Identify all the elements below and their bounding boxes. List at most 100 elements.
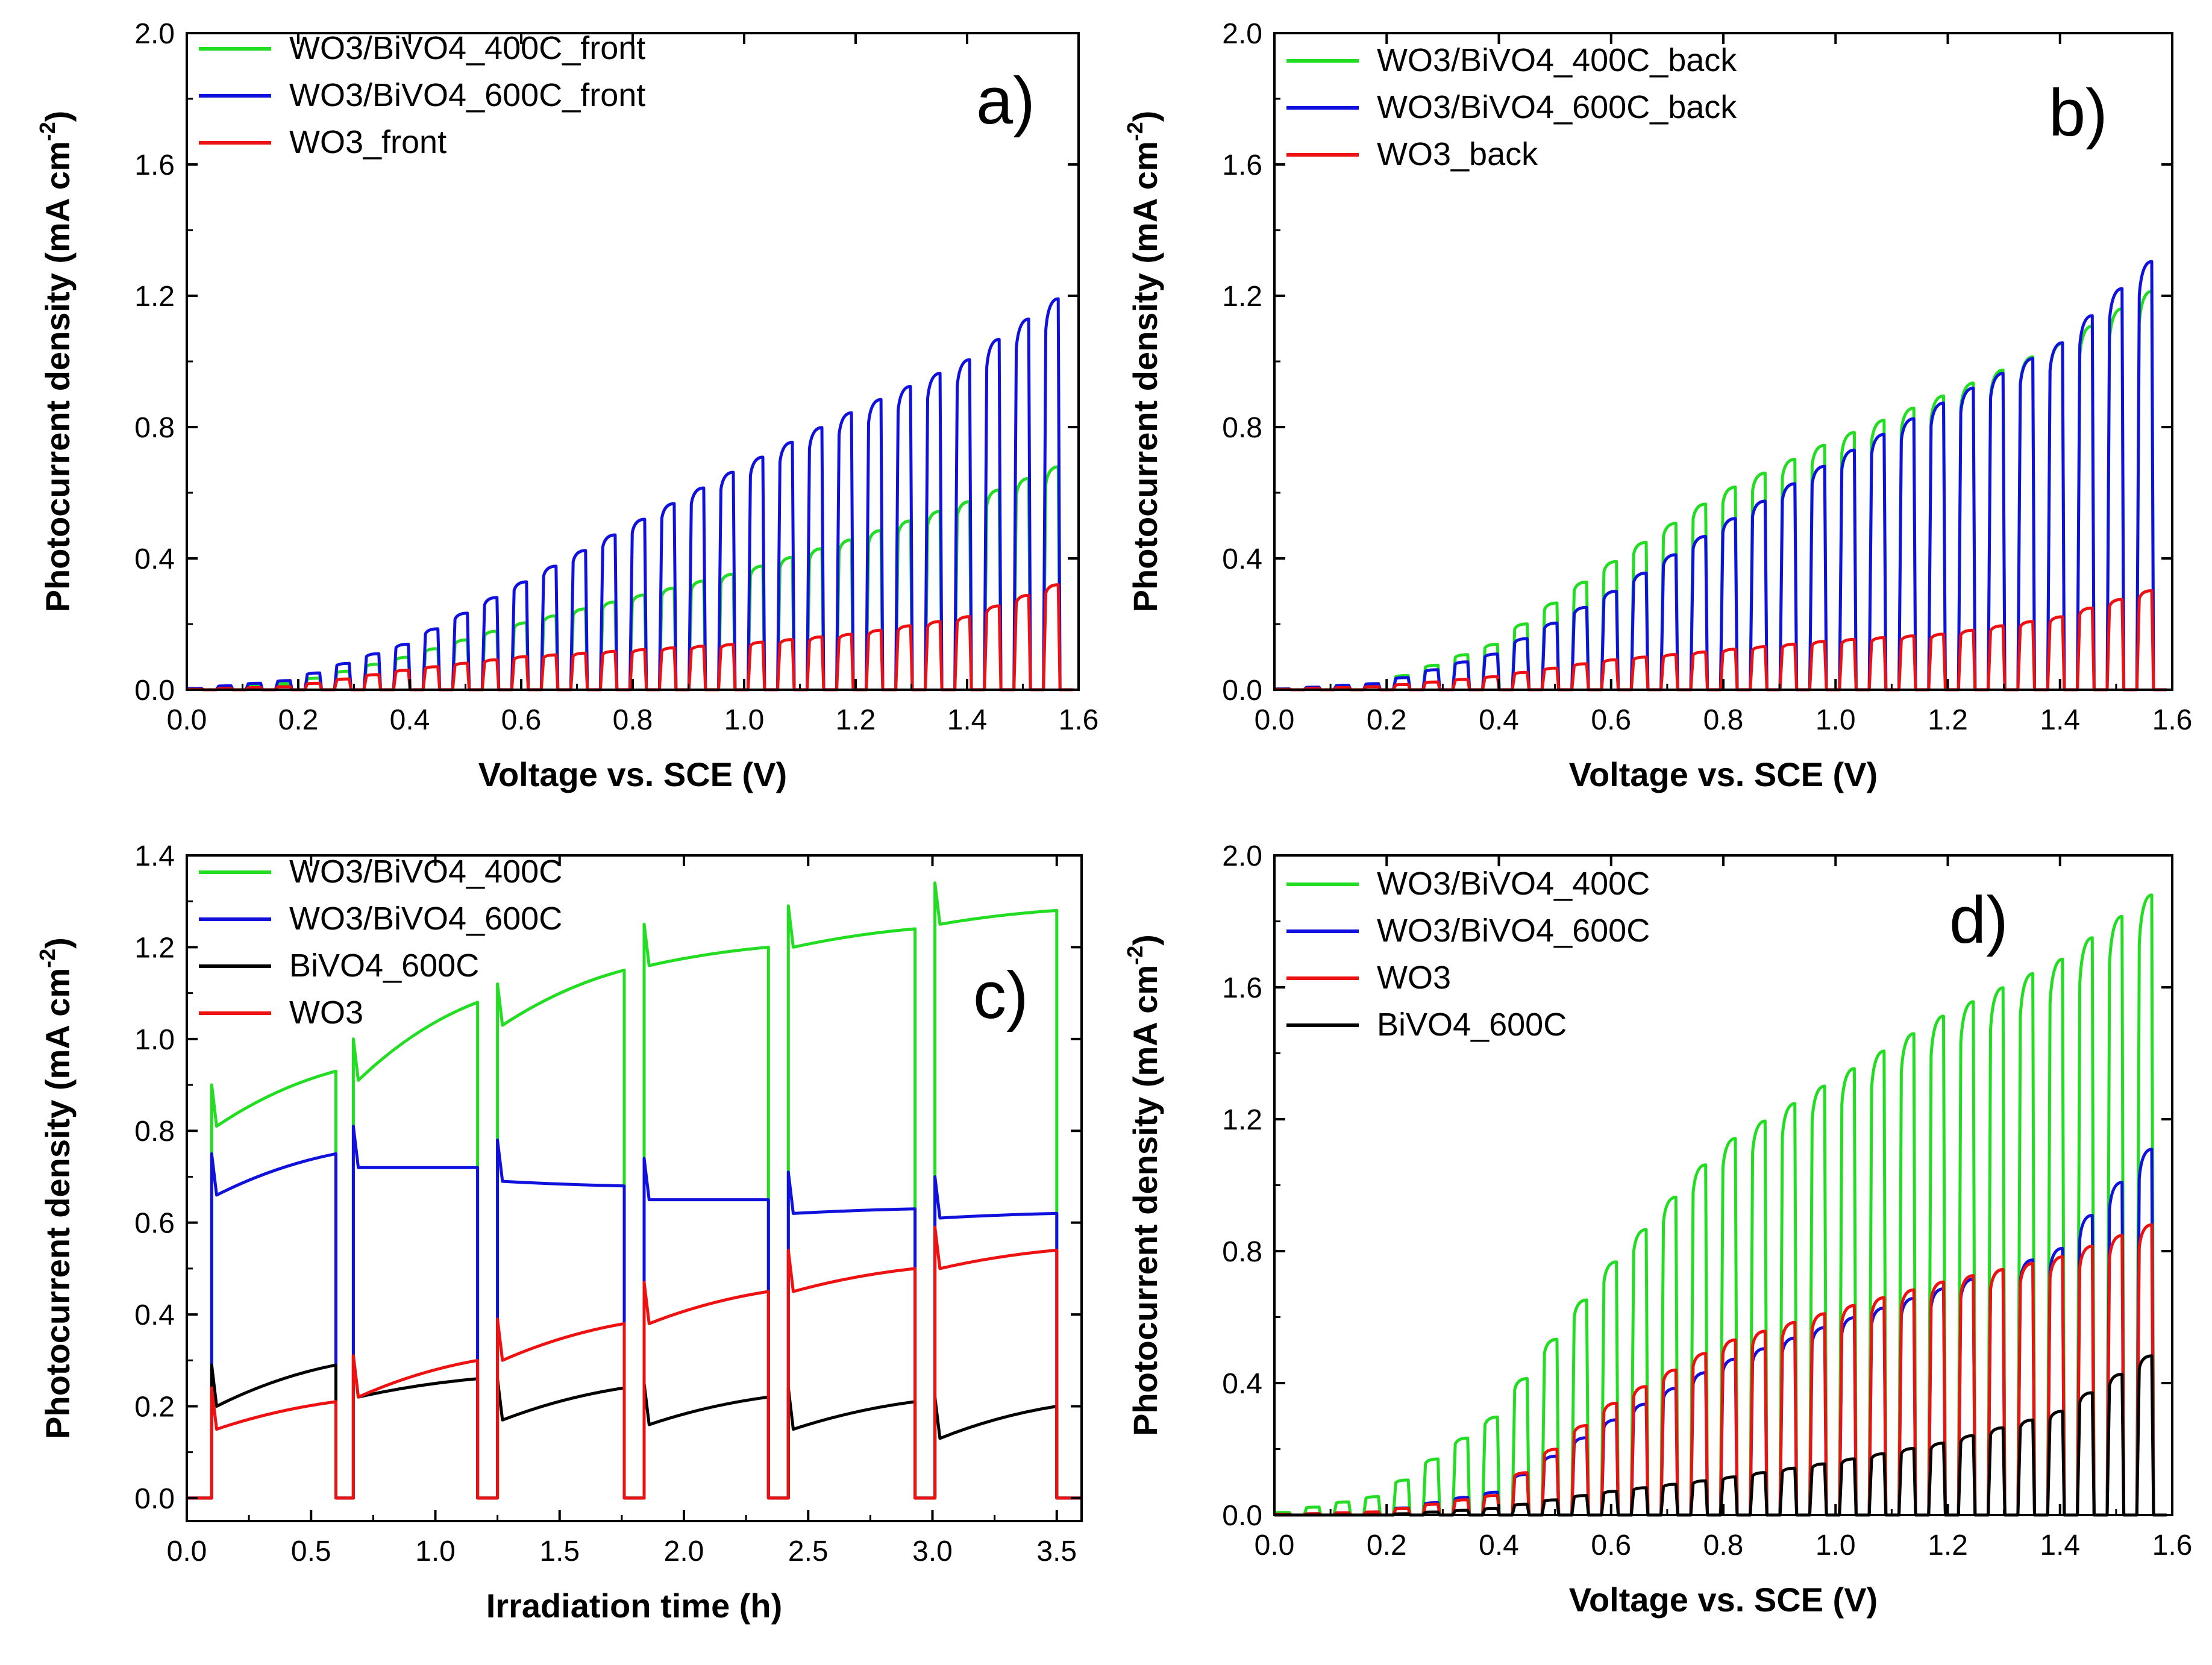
y-tick-label: 0.8 — [134, 412, 175, 444]
x-tick-label: 0.4 — [390, 704, 430, 736]
panel-letter: b) — [2049, 76, 2108, 150]
x-tick-label: 0.6 — [501, 704, 542, 736]
y-tick-label: 1.6 — [134, 149, 175, 181]
x-tick-label: 1.2 — [1928, 1529, 1968, 1561]
x-tick-label: 0.8 — [613, 704, 653, 736]
y-axis-label-superscript: -2 — [35, 122, 60, 141]
x-tick-label: 0.5 — [291, 1535, 331, 1567]
legend: WO3/BiVO4_400C WO3/BiVO4_600C WO3 BiVO4_600… — [1286, 866, 1650, 1043]
panel-b: 0.0 0.2 0.4 0.6 0.8 1.0 1.2 1.4 1.6 0.0 0.4 0.8 1.2 1… — [1123, 18, 2192, 793]
panel-a: 0.0 0.2 0.4 0.6 0.8 1.0 1.2 1.4 1.6 0.0 0.4 0.8 1.2 1… — [35, 18, 1098, 793]
panel-letter: c) — [973, 958, 1029, 1032]
y-tick-label: 0.8 — [1222, 1236, 1262, 1268]
x-tick-label: 0.8 — [1703, 704, 1744, 736]
y-tick-label: 1.6 — [1222, 972, 1262, 1004]
x-tick-label: 1.6 — [2152, 1529, 2193, 1561]
x-tick-label: 1.2 — [836, 704, 876, 736]
x-tick-label: 0.0 — [167, 1535, 207, 1567]
x-tick-label: 0.2 — [1367, 704, 1407, 736]
x-tick-label: 0.0 — [1255, 704, 1295, 736]
legend-entry-label: BiVO4_600C — [289, 948, 479, 984]
x-axis-label: Voltage vs. SCE (V) — [1569, 755, 1878, 793]
plot-frame — [186, 854, 1083, 1522]
y-tick-label: 0.0 — [134, 675, 175, 707]
y-axis-label: Photocurrent density (mA cm-2) — [1123, 111, 1164, 613]
x-tick-label: 2.0 — [664, 1535, 704, 1567]
x-tick-label: 0.4 — [1479, 1529, 1519, 1561]
y-axis-label-main: Photocurrent density (mA cm — [39, 968, 77, 1439]
y-tick-label: 0.0 — [134, 1483, 175, 1515]
y-tick-label: 0.0 — [1222, 675, 1262, 707]
x-tick-label: 1.5 — [539, 1535, 580, 1567]
y-axis-label-superscript: -2 — [1123, 946, 1147, 965]
series-line-WO3/BiVO4_400C — [1273, 893, 2167, 1517]
y-axis-label-close: ) — [39, 111, 77, 122]
y-tick-label: 0.8 — [1222, 412, 1262, 444]
y-tick-label: 0.2 — [134, 1391, 175, 1423]
legend-entry-label: WO3_back — [1377, 136, 1538, 172]
y-tick-label: 1.4 — [134, 840, 175, 872]
y-tick-label: 0.8 — [134, 1116, 175, 1148]
x-axis-label: Voltage vs. SCE (V) — [1569, 1581, 1878, 1619]
x-tick-label: 0.4 — [1479, 704, 1519, 736]
y-tick-label: 2.0 — [1222, 18, 1262, 50]
y-tick-label: 1.6 — [1222, 149, 1262, 181]
y-tick-label: 0.4 — [1222, 543, 1262, 575]
y-axis-label-close: ) — [1126, 934, 1164, 946]
series-line-WO3 — [187, 1225, 1082, 1500]
y-axis-label-superscript: -2 — [35, 949, 60, 968]
x-tick-label: 0.8 — [1703, 1529, 1744, 1561]
x-tick-label: 3.5 — [1036, 1535, 1077, 1567]
x-tick-label: 3.0 — [912, 1535, 953, 1567]
legend-entry-label: WO3 — [289, 995, 363, 1031]
x-tick-label: 1.4 — [2040, 1529, 2080, 1561]
x-tick-label: 1.6 — [1059, 704, 1099, 736]
x-axis-label: Voltage vs. SCE (V) — [478, 755, 787, 793]
y-tick-label: 1.2 — [1222, 281, 1262, 313]
x-tick-label: 1.6 — [2152, 704, 2193, 736]
x-tick-label: 0.2 — [278, 704, 319, 736]
y-tick-label: 1.2 — [1222, 1104, 1262, 1136]
y-tick-label: 1.0 — [134, 1024, 175, 1056]
x-tick-label: 0.6 — [1591, 1529, 1631, 1561]
x-tick-label: 1.4 — [2040, 704, 2080, 736]
y-tick-label: 1.2 — [134, 281, 175, 313]
x-tick-label: 1.0 — [1816, 704, 1856, 736]
x-axis-label: Irradiation time (h) — [486, 1587, 783, 1625]
legend-entry-label: WO3/BiVO4_600C — [1377, 913, 1650, 949]
legend-entry-label: WO3/BiVO4_400C_front — [289, 30, 645, 66]
panel-d: 0.0 0.2 0.4 0.6 0.8 1.0 1.2 1.4 1.6 0.0 0.4 0.8 1.2 1… — [1123, 840, 2192, 1619]
x-tick-label: 2.5 — [788, 1535, 829, 1567]
y-axis-label-main: Photocurrent density (mA cm — [1126, 965, 1164, 1436]
legend: WO3/BiVO4_400C_front WO3/BiVO4_600C_front… — [199, 30, 645, 160]
legend-entry-label: WO3/BiVO4_400C_back — [1377, 42, 1737, 78]
y-axis-label: Photocurrent density (mA cm-2) — [1123, 934, 1164, 1436]
y-tick-label: 0.4 — [1222, 1368, 1262, 1400]
x-tick-label: 0.6 — [1591, 704, 1631, 736]
panel-letter: a) — [976, 64, 1035, 138]
legend-entry-label: WO3/BiVO4_400C — [1377, 866, 1650, 902]
y-tick-label: 2.0 — [134, 18, 175, 50]
y-tick-label: 1.2 — [134, 932, 175, 964]
y-tick-label: 2.0 — [1222, 840, 1262, 872]
legend: WO3/BiVO4_400C_back WO3/BiVO4_600C_back WO… — [1286, 42, 1737, 172]
y-axis-label: Photocurrent density (mA cm-2) — [35, 937, 77, 1439]
y-axis-label-superscript: -2 — [1123, 122, 1147, 141]
x-tick-label: 0.0 — [1255, 1529, 1295, 1561]
panel-c: 0.0 0.5 1.0 1.5 2.0 2.5 3.0 3.5 0.0 0.2 0.4 0.6 0.8 1… — [35, 840, 1083, 1625]
y-tick-label: 0.4 — [134, 1299, 175, 1331]
x-tick-label: 1.0 — [724, 704, 765, 736]
legend-entry-label: WO3_front — [289, 124, 446, 160]
x-tick-label: 1.4 — [947, 704, 988, 736]
legend: WO3/BiVO4_400C WO3/BiVO4_600C BiVO4_600C WO… — [199, 854, 562, 1031]
legend-entry-label: WO3 — [1377, 960, 1451, 996]
series-group — [187, 881, 1082, 1500]
y-axis-label-close: ) — [39, 937, 77, 949]
x-tick-label: 0.2 — [1367, 1529, 1407, 1561]
legend-entry-label: BiVO4_600C — [1377, 1007, 1567, 1043]
x-tick-label: 0.0 — [167, 704, 207, 736]
y-axis-label-close: ) — [1126, 111, 1164, 122]
legend-entry-label: WO3/BiVO4_600C_front — [289, 77, 645, 113]
x-tick-label: 1.0 — [415, 1535, 456, 1567]
